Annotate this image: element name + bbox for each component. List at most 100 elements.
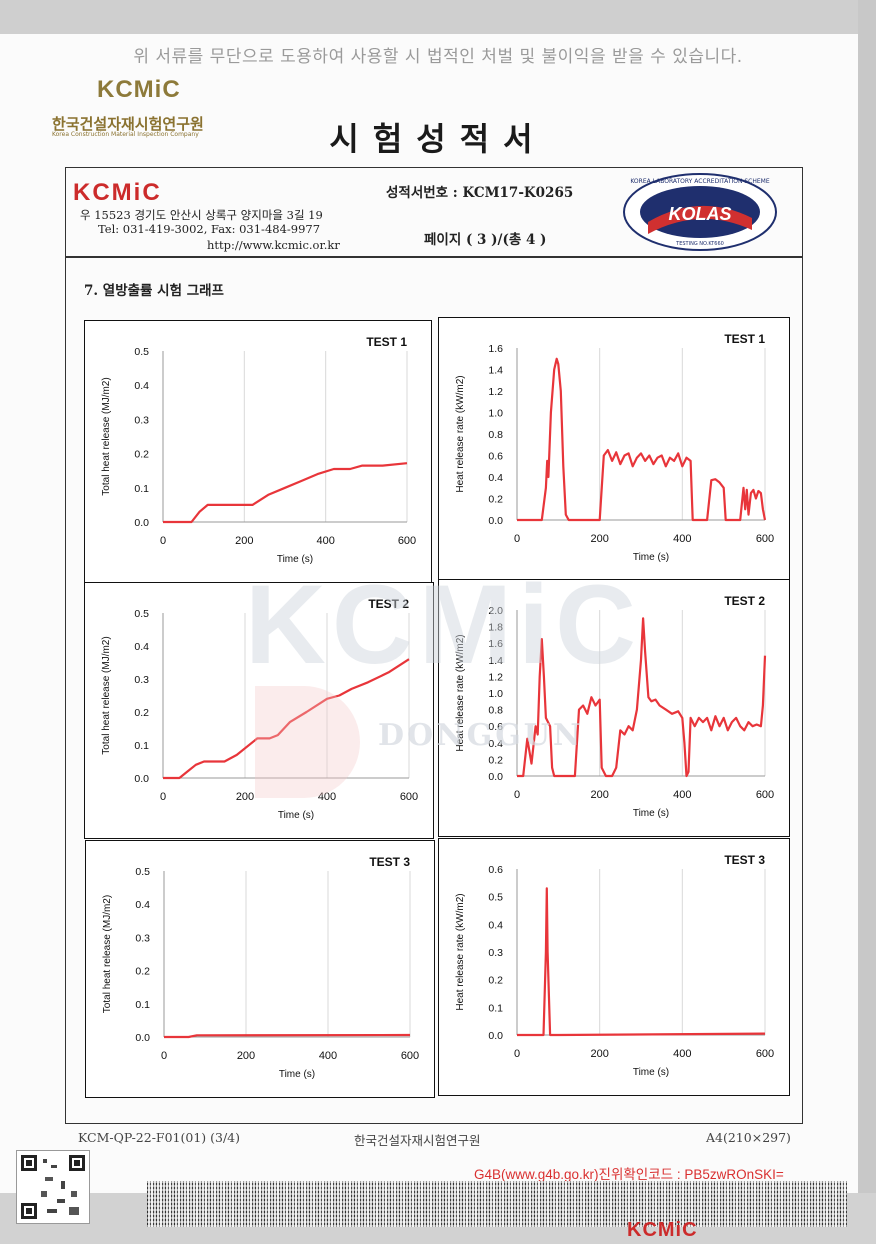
chart-3-y-tick-label: 1.6 xyxy=(488,638,503,650)
chart-3-y-tick-label: 0.0 xyxy=(488,771,503,783)
chart-2-y-tick-label: 0.4 xyxy=(134,641,149,653)
chart-4-x-tick-label: 0 xyxy=(161,1050,167,1062)
scan-right-edge xyxy=(858,0,876,1244)
chart-1-y-tick-label: 1.4 xyxy=(488,365,503,377)
chart-4-x-tick-label: 400 xyxy=(319,1050,337,1062)
kolas-seal: KOLAS KOREA LABORATORY ACCREDITATION SCH… xyxy=(623,173,777,251)
chart-1-x-tick-label: 600 xyxy=(756,533,774,545)
chart-0-x-axis-label: Time (s) xyxy=(277,554,313,565)
chart-1-y-tick-label: 0.2 xyxy=(488,494,503,506)
chart-2-title: TEST 2 xyxy=(368,597,409,611)
chart-0-y-tick-label: 0.1 xyxy=(134,483,149,495)
chart-4-x-tick-label: 600 xyxy=(401,1050,419,1062)
chart-4-y-tick-label: 0.1 xyxy=(135,999,150,1011)
chart-0-series-line xyxy=(163,462,408,524)
chart-5-series-line xyxy=(517,887,766,1037)
institute-name-kr: 한국건설자재시험연구원 xyxy=(52,115,204,133)
chart-0-x-tick-label: 0 xyxy=(160,535,166,547)
chart-test3-total-heat-release: 0.0 0.1 0.2 0.3 0.4 0.5 0 200 400 600 Time (s) Tota… xyxy=(85,840,435,1098)
watermark-donggun: DONGGUN xyxy=(378,718,584,753)
chart-3-y-tick-label: 2.0 xyxy=(488,605,503,617)
chart-4-y-tick-label: 0.4 xyxy=(135,899,150,911)
kolas-ring-text: KOREA LABORATORY ACCREDITATION SCHEME xyxy=(630,178,770,185)
certificate-number: 성적서번호 : KCM17-K0265 xyxy=(386,185,574,201)
chart-2-y-tick-label: 0.5 xyxy=(134,608,149,620)
chart-test2-total-heat-release: 0.0 0.1 0.2 0.3 0.4 0.5 0 200 400 600 Time (s) Tota… xyxy=(84,582,434,839)
chart-0-x-tick-label: 400 xyxy=(316,535,334,547)
chart-3-series-line xyxy=(517,617,767,778)
chart-4-y-tick-label: 0.5 xyxy=(135,866,150,878)
chart-3-x-axis-label: Time (s) xyxy=(633,808,669,819)
kcmic-logo: KCMiC xyxy=(97,76,181,103)
chart-2-y-tick-label: 0.1 xyxy=(134,740,149,752)
chart-0-x-tick-label: 600 xyxy=(398,535,416,547)
scan-top-edge xyxy=(0,0,876,34)
chart-2-y-tick-label: 0.0 xyxy=(134,773,149,785)
chart-1-y-tick-label: 1.0 xyxy=(488,408,503,420)
chart-0-y-tick-label: 0.3 xyxy=(134,414,149,426)
chart-5-y-axis-label: Heat release rate (kW/m2) xyxy=(455,893,466,1010)
header-tel-fax: Tel: 031-419-3002, Fax: 031-484-9977 xyxy=(98,222,321,236)
chart-3-y-tick-label: 0.2 xyxy=(488,754,503,766)
chart-1-y-tick-label: 1.2 xyxy=(488,386,503,398)
chart-3-y-tick-label: 0.4 xyxy=(488,738,503,750)
chart-1-series-line xyxy=(517,357,767,522)
chart-5-y-tick-label: 0.1 xyxy=(488,1002,503,1014)
chart-1-title: TEST 1 xyxy=(724,332,765,346)
chart-5-x-tick-label: 600 xyxy=(756,1048,774,1060)
chart-0-y-tick-label: 0.5 xyxy=(134,346,149,358)
qr-code xyxy=(16,1150,90,1224)
chart-5-y-tick-label: 0.3 xyxy=(488,947,503,959)
chart-1-x-tick-label: 400 xyxy=(673,533,691,545)
chart-test2-heat-release-rate: 0.0 0.2 0.4 0.6 0.8 1.0 1.2 1.4 1.6 1.8 2.0 0 200 400… xyxy=(438,579,790,837)
chart-5-x-tick-label: 0 xyxy=(514,1048,520,1060)
chart-1-y-tick-label: 0.4 xyxy=(488,472,503,484)
g4b-verification-code: G4B(www.g4b.go.kr)진위확인코드 : PB5zwROnSKI= xyxy=(474,1167,784,1182)
chart-3-y-tick-label: 0.8 xyxy=(488,705,503,717)
chart-4-y-tick-label: 0.0 xyxy=(135,1032,150,1044)
chart-2-y-tick-label: 0.3 xyxy=(134,674,149,686)
footer-paper-size: A4(210×297) xyxy=(706,1130,791,1145)
chart-0-y-tick-label: 0.4 xyxy=(134,380,149,392)
chart-1-y-tick-label: 1.6 xyxy=(488,343,503,355)
chart-test1-heat-release-rate: 0.0 0.2 0.4 0.6 0.8 1.0 1.2 1.4 1.6 0 200 400 600 Tim… xyxy=(438,317,790,581)
watermark-shape xyxy=(255,686,360,798)
chart-5-y-tick-label: 0.2 xyxy=(488,975,503,987)
chart-3-title: TEST 2 xyxy=(724,594,765,608)
chart-2-y-tick-label: 0.2 xyxy=(134,707,149,719)
chart-0-y-tick-label: 0.0 xyxy=(134,517,149,529)
chart-test3-heat-release-rate: 0.0 0.1 0.2 0.3 0.4 0.5 0.6 0 200 400 600 Time (s) H… xyxy=(438,838,790,1096)
chart-3-y-tick-label: 0.6 xyxy=(488,721,503,733)
chart-1-y-tick-label: 0.6 xyxy=(488,451,503,463)
chart-1-x-axis-label: Time (s) xyxy=(633,552,669,563)
bottom-brand-logo: KCMiC xyxy=(627,1219,698,1241)
chart-4-x-axis-label: Time (s) xyxy=(279,1069,315,1080)
chart-1-x-tick-label: 0 xyxy=(514,533,520,545)
chart-0-y-axis-label: Total heat release (MJ/m2) xyxy=(101,377,112,495)
chart-3-x-tick-label: 200 xyxy=(590,789,608,801)
chart-4-series-line xyxy=(164,1033,411,1039)
chart-5-y-tick-label: 0.5 xyxy=(488,892,503,904)
chart-3-y-tick-label: 1.4 xyxy=(488,655,503,667)
watermark-kcmic: KCMiC xyxy=(245,562,643,687)
chart-3-y-tick-label: 1.0 xyxy=(488,688,503,700)
institute-name-en: Korea Construction Material Inspection C… xyxy=(52,131,199,138)
chart-2-y-axis-label: Total heat release (MJ/m2) xyxy=(101,636,112,754)
chart-4-y-axis-label: Total heat release (MJ/m2) xyxy=(102,895,113,1013)
legal-warning: 위 서류를 무단으로 도용하여 사용할 시 법적인 처벌 및 불이익을 받을 수… xyxy=(133,47,743,67)
chart-5-x-axis-label: Time (s) xyxy=(633,1067,669,1078)
chart-test1-total-heat-release: 0.0 0.1 0.2 0.3 0.4 0.5 0 200 400 600 Time (s) Tota… xyxy=(84,320,432,583)
report-frame xyxy=(65,167,803,1124)
chart-0-y-tick-label: 0.2 xyxy=(134,449,149,461)
2d-barcode-overlay xyxy=(147,1181,847,1227)
chart-5-y-tick-label: 0.0 xyxy=(488,1030,503,1042)
footer-form-code: KCM-QP-22-F01(01) (3/4) xyxy=(78,1130,240,1145)
chart-2-x-tick-label: 0 xyxy=(160,791,166,803)
chart-1-y-axis-label: Heat release rate (kW/m2) xyxy=(455,375,466,492)
chart-3-y-tick-label: 1.2 xyxy=(488,671,503,683)
kolas-label: KOLAS xyxy=(669,204,732,224)
chart-3-y-tick-label: 1.8 xyxy=(488,622,503,634)
kolas-testing-no: TESTING NO.KT660 xyxy=(675,241,724,247)
header-divider xyxy=(65,256,802,258)
chart-2-x-tick-label: 400 xyxy=(318,791,336,803)
